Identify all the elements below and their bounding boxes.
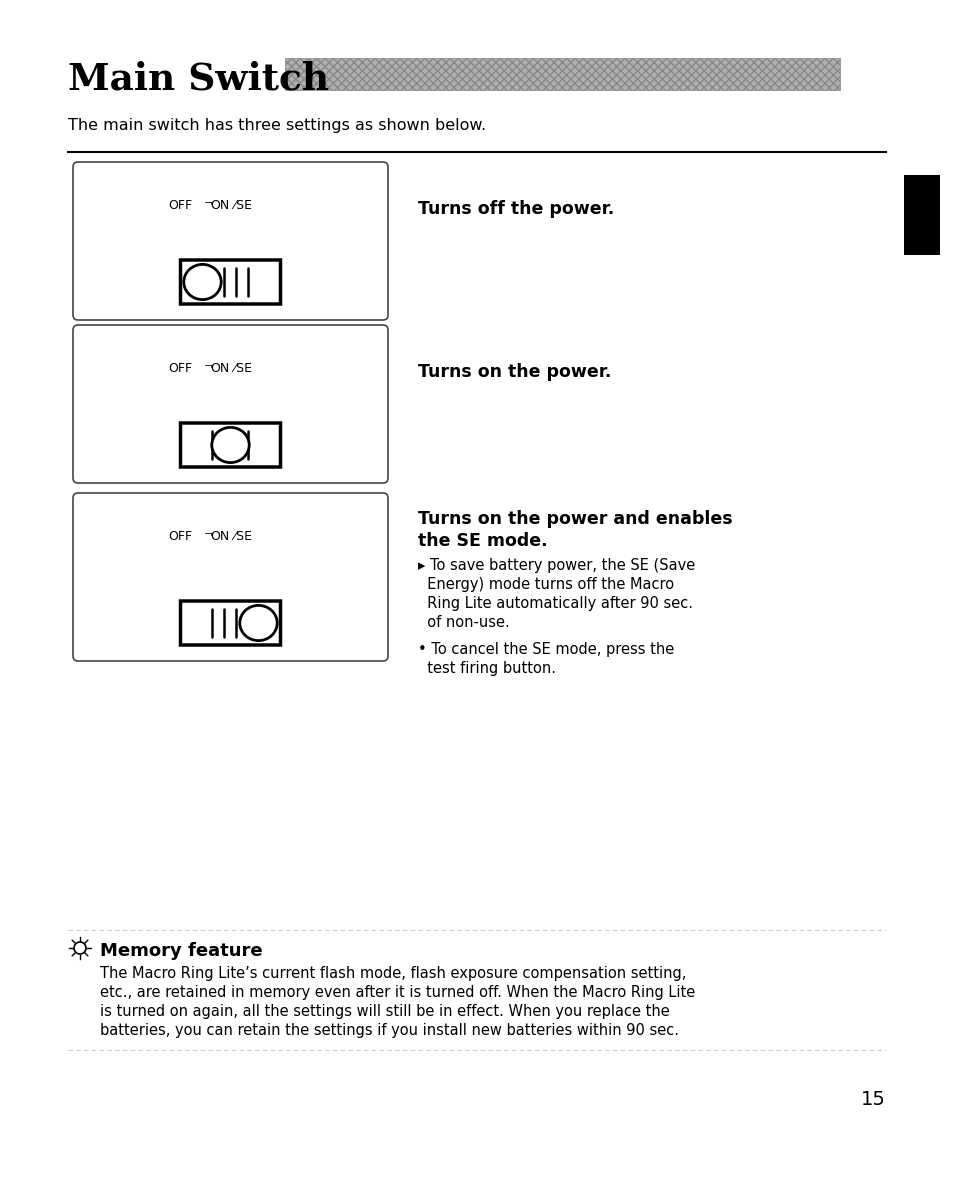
FancyBboxPatch shape xyxy=(180,601,280,645)
Text: ¬: ¬ xyxy=(203,363,213,372)
Text: Memory feature: Memory feature xyxy=(100,942,262,960)
FancyBboxPatch shape xyxy=(73,493,388,661)
FancyBboxPatch shape xyxy=(285,58,840,89)
Text: is turned on again, all the settings will still be in effect. When you replace t: is turned on again, all the settings wil… xyxy=(100,1004,669,1019)
Text: OFF: OFF xyxy=(168,530,193,543)
Text: Main Switch: Main Switch xyxy=(68,60,329,97)
Text: Energy) mode turns off the Macro: Energy) mode turns off the Macro xyxy=(417,577,674,592)
Text: ⁄SE: ⁄SE xyxy=(231,530,253,543)
Ellipse shape xyxy=(184,265,221,300)
FancyBboxPatch shape xyxy=(180,260,280,304)
Text: of non-use.: of non-use. xyxy=(417,616,509,630)
Text: Turns on the power and enables: Turns on the power and enables xyxy=(417,510,732,528)
Text: ¬: ¬ xyxy=(203,199,213,210)
Text: Turns off the power.: Turns off the power. xyxy=(417,200,614,218)
FancyBboxPatch shape xyxy=(73,162,388,320)
Ellipse shape xyxy=(212,427,249,463)
Text: the SE mode.: the SE mode. xyxy=(417,532,547,550)
Ellipse shape xyxy=(239,605,277,640)
Text: The Macro Ring Lite’s current flash mode, flash exposure compensation setting,: The Macro Ring Lite’s current flash mode… xyxy=(100,966,685,980)
Text: Ring Lite automatically after 90 sec.: Ring Lite automatically after 90 sec. xyxy=(417,596,692,611)
Text: 15: 15 xyxy=(861,1090,885,1109)
Text: etc., are retained in memory even after it is turned off. When the Macro Ring Li: etc., are retained in memory even after … xyxy=(100,985,695,1000)
Text: test firing button.: test firing button. xyxy=(417,661,556,676)
FancyBboxPatch shape xyxy=(73,325,388,483)
Text: OFF: OFF xyxy=(168,199,193,212)
FancyBboxPatch shape xyxy=(903,175,939,255)
Text: ON: ON xyxy=(211,199,230,212)
Text: OFF: OFF xyxy=(168,363,193,375)
Text: ON: ON xyxy=(211,363,230,375)
Text: ⁄SE: ⁄SE xyxy=(231,363,253,375)
Text: ¬: ¬ xyxy=(203,530,213,540)
Text: The main switch has three settings as shown below.: The main switch has three settings as sh… xyxy=(68,118,486,133)
FancyBboxPatch shape xyxy=(180,423,280,467)
Circle shape xyxy=(74,942,86,955)
Text: • To cancel the SE mode, press the: • To cancel the SE mode, press the xyxy=(417,641,674,657)
Text: Turns on the power.: Turns on the power. xyxy=(417,363,611,381)
Text: batteries, you can retain the settings if you install new batteries within 90 se: batteries, you can retain the settings i… xyxy=(100,1023,679,1038)
Text: ⁄SE: ⁄SE xyxy=(231,199,253,212)
Text: ON: ON xyxy=(211,530,230,543)
Text: ▸ To save battery power, the SE (Save: ▸ To save battery power, the SE (Save xyxy=(417,558,695,573)
